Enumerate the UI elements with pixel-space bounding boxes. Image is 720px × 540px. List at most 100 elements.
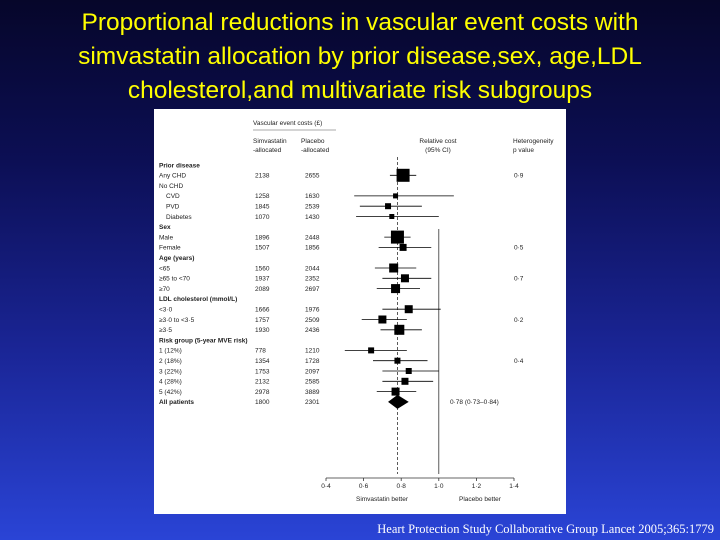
simva-cost: 2132 — [255, 379, 270, 386]
simva-cost: 778 — [255, 348, 266, 355]
citation: Heart Protection Study Collaborative Gro… — [377, 522, 714, 536]
row-label: CVD — [166, 193, 180, 200]
x-axis: 0·4 0·6 0·8 1·0 1·2 1·4 — [321, 477, 519, 490]
simva-cost: 2138 — [255, 173, 270, 180]
heterogeneity-p: 0·2 — [514, 317, 524, 324]
placebo-cost: 2097 — [305, 368, 320, 375]
simva-cost: 1354 — [255, 358, 270, 365]
x-tick-label: 1·4 — [509, 483, 519, 490]
estimate-box — [385, 203, 392, 210]
row-label: PVD — [166, 204, 180, 211]
placebo-cost: 2448 — [305, 234, 320, 241]
estimate-box — [393, 193, 399, 199]
col-placebo-header-1: Placebo — [301, 138, 325, 145]
placebo-cost: 2301 — [305, 399, 320, 406]
placebo-cost: 2697 — [305, 286, 320, 293]
heterogeneity-p: 0·9 — [514, 173, 524, 180]
placebo-cost: 2539 — [305, 204, 320, 211]
summary-ci-text: 0·78 (0·73–0·84) — [450, 399, 499, 406]
placebo-cost: 2509 — [305, 317, 320, 324]
row-label: Age (years) — [159, 255, 194, 262]
simva-cost: 1070 — [255, 214, 270, 221]
row-label: <3·0 — [159, 307, 173, 314]
costs-header-title: Vascular event costs (£) — [253, 120, 322, 127]
x-tick-label: 1·0 — [434, 483, 444, 490]
heterogeneity-p: 0·5 — [514, 245, 524, 252]
col-relcost-header-1: Relative cost — [419, 138, 456, 145]
placebo-cost: 2044 — [305, 265, 320, 272]
estimate-box — [404, 305, 413, 314]
row-label: All patients — [159, 399, 194, 406]
row-label: Any CHD — [159, 173, 186, 180]
row-label: ≥70 — [159, 286, 170, 293]
col-relcost-header-2: (95% CI) — [425, 147, 451, 154]
col-het-header-1: Heterogeneity — [513, 138, 554, 145]
row-label: ≥65 to <70 — [159, 276, 190, 283]
simva-cost: 1930 — [255, 327, 270, 334]
row-label: No CHD — [159, 183, 184, 190]
estimate-box — [391, 284, 401, 294]
estimate-box — [400, 274, 409, 283]
title-line-1: Proportional reductions in vascular even… — [81, 9, 639, 36]
estimate-box — [396, 168, 410, 182]
favours-right-label: Placebo better — [459, 496, 502, 503]
placebo-cost: 3889 — [305, 389, 320, 396]
simva-cost: 1937 — [255, 276, 270, 283]
x-tick-label: 0·6 — [359, 483, 369, 490]
col-placebo-header-2: -allocated — [301, 147, 330, 154]
x-tick-label: 1·2 — [472, 483, 482, 490]
row-label: Risk group (5-year MVE risk) — [159, 337, 248, 344]
estimate-box — [390, 230, 404, 244]
simva-cost: 1753 — [255, 368, 270, 375]
favours-left-label: Simvastatin better — [356, 496, 409, 503]
placebo-cost: 1728 — [305, 358, 320, 365]
row-label: Prior disease — [159, 162, 200, 169]
col-simva-header-2: -allocated — [253, 147, 282, 154]
summary-diamond — [388, 394, 409, 409]
estimate-box — [391, 387, 400, 396]
row-label: <65 — [159, 265, 170, 272]
simva-cost: 1666 — [255, 307, 270, 314]
simva-cost: 2089 — [255, 286, 270, 293]
estimate-box — [401, 377, 409, 385]
row-label: 4 (28%) — [159, 379, 182, 386]
title-line-3: cholesterol,and multivariate risk subgro… — [127, 77, 593, 104]
row-label: Diabetes — [166, 214, 192, 221]
forest-rows: Prior disease Any CHD 2138 2655 0·9 No CHD CVD… — [159, 157, 524, 474]
simva-cost: 1800 — [255, 399, 270, 406]
row-label: 5 (42%) — [159, 389, 182, 396]
simva-cost: 1757 — [255, 317, 270, 324]
placebo-cost: 1976 — [305, 307, 320, 314]
slide-title: Proportional reductions in vascular even… — [0, 6, 720, 108]
simva-cost: 1896 — [255, 234, 270, 241]
estimate-box — [389, 214, 395, 219]
row-label: 1 (12%) — [159, 348, 182, 355]
simva-cost: 1845 — [255, 204, 270, 211]
col-simva-header-1: Simvastatin — [253, 138, 287, 145]
simva-cost: 1258 — [255, 193, 270, 200]
estimate-box — [394, 357, 401, 364]
estimate-box — [394, 324, 405, 335]
x-tick-label: 0·4 — [321, 483, 331, 490]
placebo-cost: 2585 — [305, 379, 320, 386]
forest-plot-panel: Vascular event costs (£) Simvastatin -al… — [154, 109, 566, 514]
estimate-box — [378, 315, 387, 324]
placebo-cost: 1630 — [305, 193, 320, 200]
forest-header: Vascular event costs (£) Simvastatin -al… — [253, 120, 554, 154]
estimate-box — [389, 263, 399, 273]
x-tick-label: 0·8 — [396, 483, 406, 490]
simva-cost: 2978 — [255, 389, 270, 396]
placebo-cost: 2655 — [305, 173, 320, 180]
title-line-2: simvastatin allocation by prior disease,… — [78, 43, 642, 70]
simva-cost: 1560 — [255, 265, 270, 272]
row-label: Male — [159, 234, 173, 241]
col-het-header-2: p value — [513, 147, 534, 154]
row-label: Female — [159, 245, 181, 252]
placebo-cost: 2352 — [305, 276, 320, 283]
row-label: 2 (18%) — [159, 358, 182, 365]
placebo-cost: 1430 — [305, 214, 320, 221]
heterogeneity-p: 0·7 — [514, 276, 524, 283]
estimate-box — [368, 347, 375, 354]
row-label: 3 (22%) — [159, 368, 182, 375]
row-label: ≥3·0 to <3·5 — [159, 317, 195, 324]
